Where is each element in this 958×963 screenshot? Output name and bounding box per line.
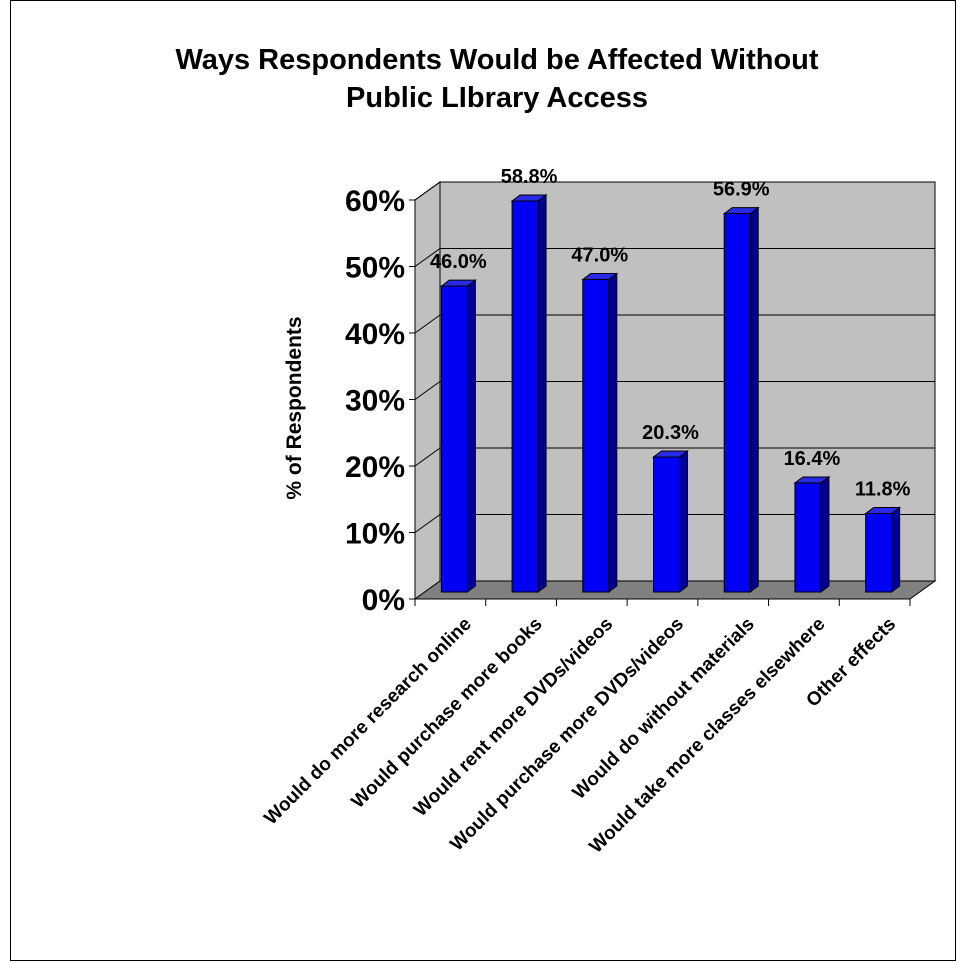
plot-area: 0%10%20%30%40%50%60%46.0%Would do more r… [260,166,937,858]
gridline-side [414,381,441,400]
chart-title-line-2: Public LIbrary Access [346,82,648,114]
bar-side [537,193,547,593]
data-label: 46.0% [430,251,487,273]
y-tick-label: 30% [345,385,405,418]
bar [865,513,893,593]
bar [511,200,539,593]
bar-side [466,279,476,593]
y-tick-label: 60% [345,185,405,218]
y-tick-label: 10% [345,518,405,551]
chart-title-line-1: Ways Respondents Would be Affected Witho… [175,44,818,76]
gridline-side [414,181,441,201]
data-label: 47.0% [571,244,628,266]
y-tick-label: 50% [345,252,405,285]
bar [723,213,751,593]
bar-chart: Ways Respondents Would be Affected Witho… [175,44,937,858]
bar-side [891,506,901,593]
bar-side [608,272,618,593]
data-label: 56.9% [713,179,770,201]
bar-side [820,475,830,593]
y-tick-label: 20% [345,451,405,484]
gridline-side [414,447,441,467]
data-label: 58.8% [501,166,558,188]
gridline-side [414,248,441,267]
bar [653,456,680,593]
data-label: 20.3% [642,422,699,444]
chart-frame: Ways Respondents Would be Affected Witho… [10,0,956,961]
bar [440,285,468,593]
y-tick-label: 0% [362,584,405,617]
bar-side [679,450,688,593]
y-tick-label: 40% [345,318,405,351]
gridline-side [414,514,441,533]
y-axis-title: % of Respondents [283,316,306,499]
gridline-side [414,314,441,334]
bar-side [749,206,759,593]
bar [582,278,610,593]
bar [794,482,822,593]
data-label: 16.4% [784,448,841,470]
data-label: 11.8% [855,479,911,501]
